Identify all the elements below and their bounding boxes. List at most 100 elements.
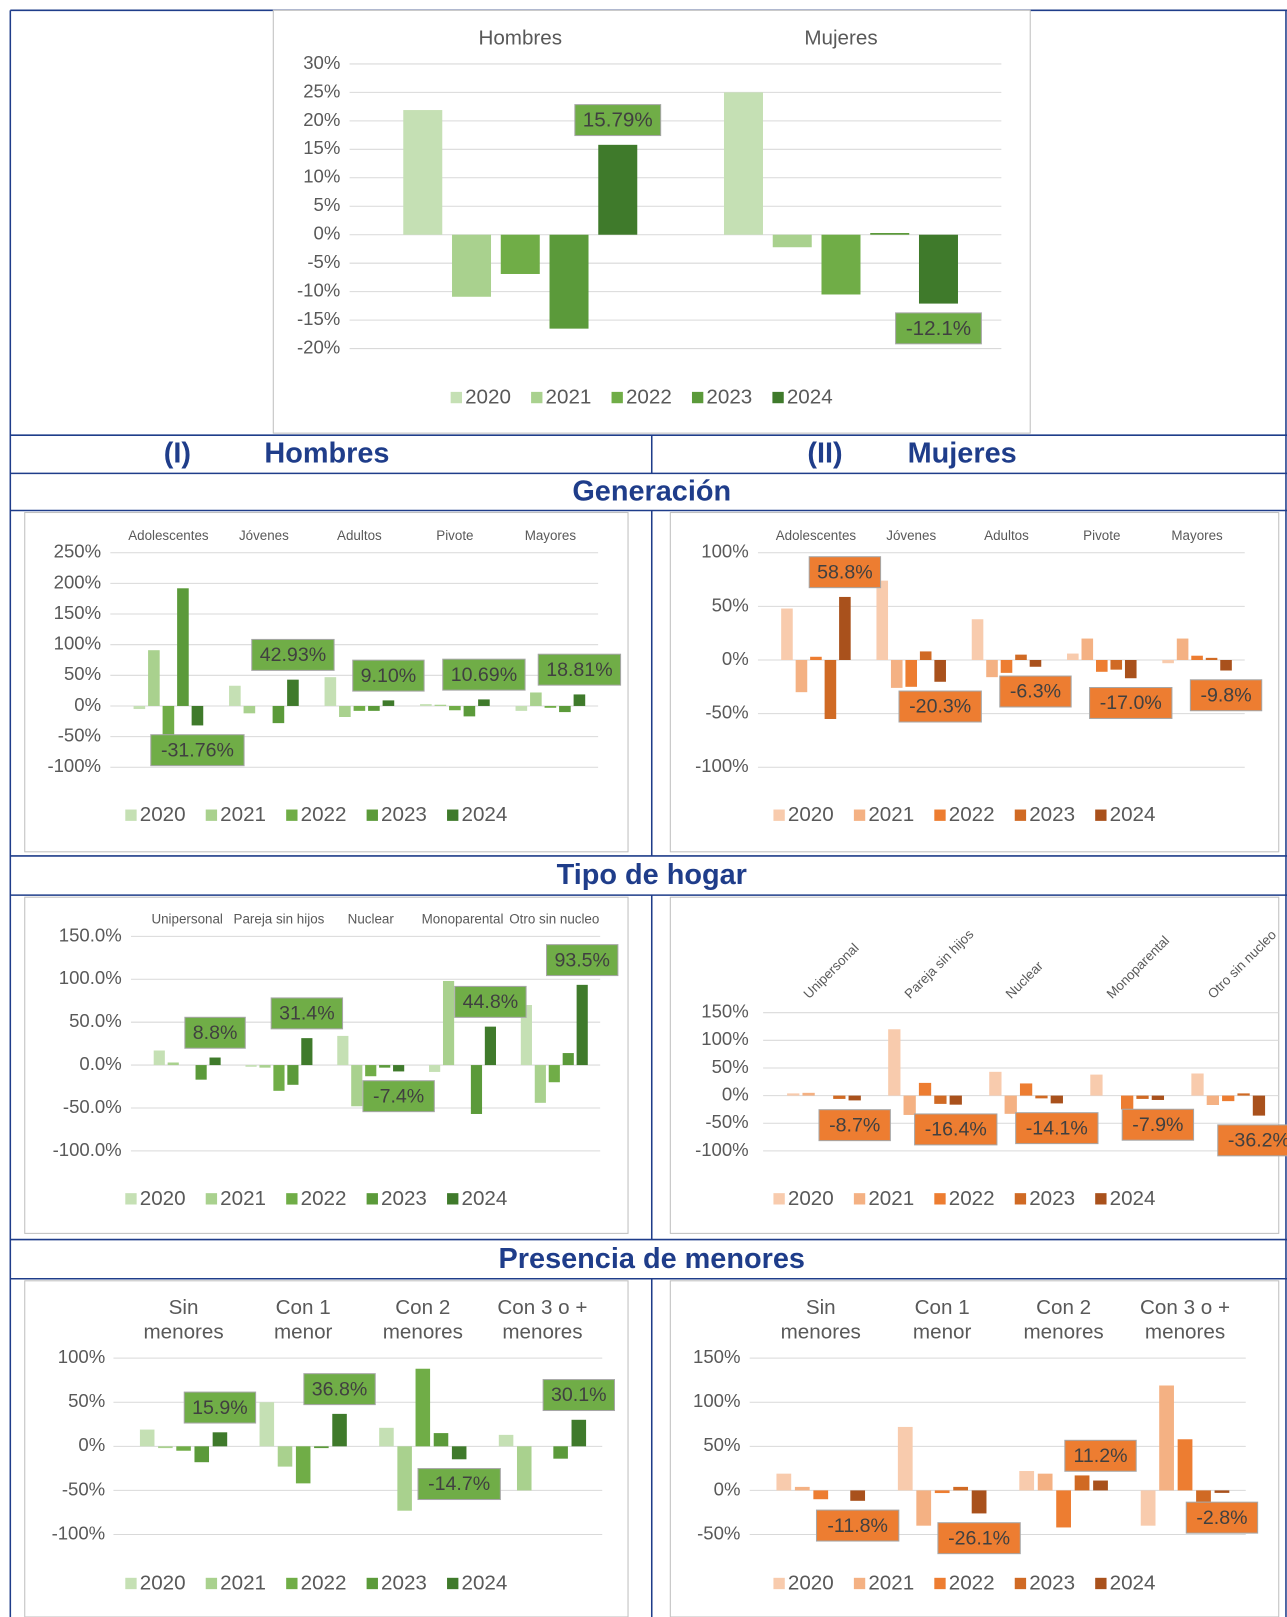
bar (1035, 1095, 1048, 1099)
legend-swatch (286, 1193, 298, 1205)
bar (562, 1053, 574, 1066)
y-tick-label: 100% (54, 633, 101, 654)
y-tick-label: -20% (297, 336, 340, 357)
data-label: -31.76% (161, 739, 234, 761)
bar (1019, 1471, 1035, 1491)
legend-swatch (447, 1577, 459, 1590)
legend-swatch (366, 1577, 378, 1590)
data-label: 15.79% (583, 109, 653, 132)
legend-label: 2023 (1029, 1571, 1075, 1594)
legend-label: 2024 (1110, 1187, 1156, 1210)
legend-swatch (853, 809, 866, 821)
bar (795, 660, 808, 693)
category-label: Mujeres (804, 27, 877, 50)
y-tick-label: 25% (303, 80, 340, 101)
y-tick-label: 250% (54, 541, 101, 562)
data-label-box (352, 659, 425, 692)
category-label: Con 1 menor (912, 1296, 972, 1344)
data-label-box (895, 312, 982, 345)
category-label: Adultos (984, 528, 1029, 543)
legend-label: 2020 (140, 1187, 186, 1210)
chart-frame (272, 9, 1031, 434)
bar (534, 1065, 546, 1103)
y-tick-label: -50% (62, 1478, 105, 1499)
data-label: -16.4% (925, 1119, 987, 1141)
bar (470, 1065, 483, 1114)
bar (821, 234, 861, 295)
bar (813, 1490, 829, 1500)
bar (245, 1065, 257, 1067)
legend-label: 2024 (461, 803, 507, 826)
data-label-box (914, 1113, 998, 1146)
legend-label: 2022 (949, 1571, 995, 1594)
data-label-box (574, 104, 662, 137)
legend-label: 2020 (140, 1571, 186, 1594)
data-label-box (999, 675, 1072, 708)
legend-swatch (286, 809, 298, 821)
bar (420, 704, 432, 706)
category-label: Jóvenes (886, 528, 936, 543)
y-tick-label: 50% (703, 1434, 740, 1455)
legend-swatch (447, 1193, 459, 1205)
legend-swatch (611, 391, 623, 404)
y-tick-label: 200% (54, 571, 101, 592)
bar (573, 694, 586, 706)
y-tick-label: 15% (303, 137, 340, 158)
legend-label: 2020 (465, 386, 511, 409)
bar (1162, 660, 1174, 664)
bar (1214, 1490, 1230, 1493)
data-label-box (251, 638, 335, 671)
bar (429, 1065, 441, 1072)
data-label: 18.81% (546, 659, 612, 681)
bar (153, 1050, 165, 1066)
bar (415, 1368, 431, 1447)
table-lines (9, 9, 1287, 1617)
data-label: 93.5% (554, 949, 610, 971)
bar (272, 705, 285, 724)
legend-label: 2023 (1029, 1187, 1075, 1210)
bar (1196, 1490, 1211, 1502)
y-tick-label: 150.0% (59, 924, 122, 945)
data-label-box (1089, 686, 1173, 719)
legend-label: 2024 (1110, 803, 1156, 826)
y-tick-label: 0% (722, 648, 749, 669)
category-label: Otro sin nucleo (509, 911, 599, 926)
data-label: 44.8% (463, 991, 519, 1013)
category-label: Mayores (525, 528, 577, 543)
bar (273, 1065, 285, 1091)
y-tick-label: 50.0% (69, 1010, 122, 1031)
data-label-box (1121, 1108, 1195, 1141)
category-label: Con 3 o + menores (497, 1296, 588, 1344)
bar (351, 1065, 363, 1107)
bar (919, 651, 932, 660)
bar (890, 660, 903, 688)
y-tick-label: -50% (58, 725, 101, 746)
bar (1159, 1385, 1174, 1491)
bar (177, 588, 189, 706)
data-label: 15.9% (192, 1397, 248, 1419)
data-label: 36.8% (312, 1378, 368, 1400)
y-tick-label: 50% (64, 663, 101, 684)
data-label: 30.1% (551, 1384, 607, 1406)
data-label: -14.1% (1026, 1117, 1088, 1139)
bar (1191, 655, 1203, 660)
legend-label: 2021 (220, 803, 266, 826)
category-label: Con 1 menor (273, 1296, 333, 1344)
bar (442, 980, 455, 1066)
bar (484, 1026, 496, 1066)
bar (781, 608, 793, 660)
bar (918, 1082, 932, 1096)
bar (571, 1419, 587, 1447)
y-tick-label: 0% (714, 1478, 741, 1499)
legend-label: 2021 (868, 1187, 914, 1210)
category-label: Pivote (1083, 528, 1120, 543)
category-label: Adultos (337, 528, 382, 543)
bar (1015, 654, 1027, 660)
legend-swatch (1014, 809, 1027, 821)
bar (772, 234, 812, 248)
bar (1176, 638, 1189, 660)
y-tick-label: -100% (695, 755, 749, 776)
y-tick-label: -15% (297, 308, 340, 329)
y-tick-label: 100% (693, 1390, 740, 1411)
bar (544, 705, 557, 708)
